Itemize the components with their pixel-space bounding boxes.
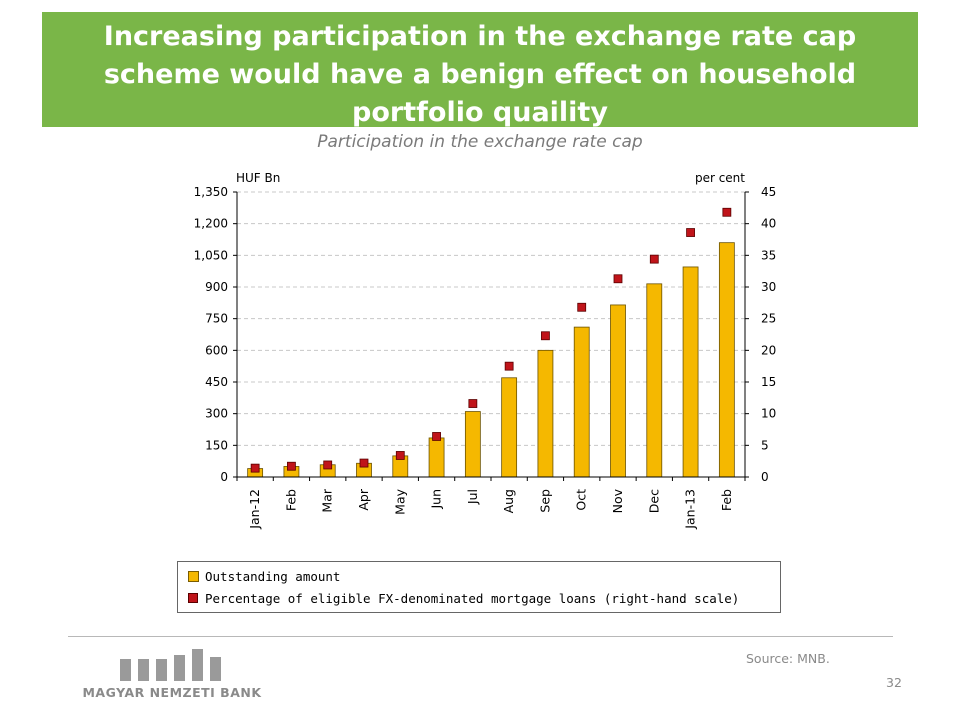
category-label: May	[392, 488, 407, 514]
point-percentage	[613, 274, 623, 284]
right-tick-label: 0	[761, 470, 769, 484]
point-percentage	[649, 254, 659, 264]
source-note: Source: MNB.	[746, 651, 830, 666]
right-tick-label: 20	[761, 343, 776, 357]
bar-outstanding-amount	[610, 304, 626, 478]
left-axis-label: HUF Bn	[236, 171, 280, 185]
bank-name: MAGYAR NEMZETI BANK	[82, 685, 262, 700]
category-label: Oct	[574, 489, 589, 511]
logo-bars-icon	[120, 649, 221, 681]
point-percentage	[722, 207, 732, 217]
category-label: Sep	[537, 489, 552, 513]
category-label: Jan-12	[247, 489, 262, 530]
title-banner: Increasing participation in the exchange…	[42, 12, 918, 127]
point-percentage	[432, 432, 441, 441]
right-tick-label: 40	[761, 217, 776, 231]
right-tick-label: 15	[761, 375, 776, 389]
right-tick-label: 45	[761, 185, 776, 199]
legend-swatch-point	[188, 593, 198, 603]
bar-outstanding-amount	[682, 266, 699, 478]
left-tick-label: 600	[205, 343, 228, 357]
chart-title: Participation in the exchange rate cap	[317, 132, 643, 152]
right-axis-label: per cent	[695, 171, 745, 185]
point-percentage	[468, 399, 478, 408]
bar-outstanding-amount	[646, 283, 663, 478]
legend-swatch-bar	[188, 570, 199, 582]
category-label: Mar	[320, 488, 335, 512]
category-label: Dec	[646, 489, 661, 513]
category-label: Feb	[719, 489, 734, 511]
bar-outstanding-amount	[464, 411, 481, 478]
bar-outstanding-amount	[537, 349, 554, 478]
category-label: Jun	[429, 489, 444, 510]
point-percentage	[541, 331, 550, 341]
point-percentage	[250, 463, 260, 473]
bar-outstanding-amount	[428, 437, 445, 478]
category-label: Feb	[283, 489, 298, 511]
footer-divider	[68, 636, 893, 637]
bar-outstanding-amount	[501, 377, 518, 478]
point-percentage	[323, 460, 333, 470]
category-label: Aug	[501, 489, 516, 513]
bar-outstanding-amount	[573, 326, 590, 478]
left-tick-label: 150	[205, 438, 228, 452]
category-label: Jan-13	[683, 489, 698, 530]
point-percentage	[287, 461, 296, 471]
right-tick-label: 35	[761, 248, 776, 262]
left-tick-label: 0	[220, 470, 228, 484]
right-tick-label: 25	[761, 312, 776, 326]
bar-outstanding-amount	[718, 242, 735, 478]
point-percentage	[504, 361, 514, 371]
point-percentage	[359, 458, 369, 468]
page-number: 32	[886, 675, 902, 690]
right-tick-label: 5	[761, 438, 769, 452]
left-tick-label: 450	[205, 375, 228, 389]
point-percentage	[577, 302, 587, 312]
category-label: Nov	[610, 488, 625, 513]
legend-label-outstanding-amount: Outstanding amount	[205, 568, 341, 584]
chart-legend: Outstanding amount Percentage of eligibl…	[177, 561, 781, 613]
slide-title: Increasing participation in the exchange…	[103, 21, 857, 127]
legend-item-outstanding-amount: Outstanding amount	[188, 567, 340, 585]
left-tick-label: 1,200	[194, 217, 228, 231]
right-tick-label: 30	[761, 280, 776, 294]
legend-item-percentage: Percentage of eligible FX-denominated mo…	[188, 589, 739, 607]
left-tick-label: 750	[205, 312, 228, 326]
right-tick-label: 10	[761, 407, 776, 421]
left-tick-label: 900	[205, 280, 228, 294]
category-label: Apr	[356, 488, 371, 510]
left-tick-label: 300	[205, 407, 228, 421]
left-tick-label: 1,050	[194, 248, 228, 262]
category-label: Jul	[465, 489, 480, 505]
legend-label-percentage: Percentage of eligible FX-denominated mo…	[205, 590, 740, 606]
bank-logo: MAGYAR NEMZETI BANK	[72, 640, 272, 715]
left-tick-label: 1,350	[194, 185, 228, 199]
point-percentage	[686, 228, 695, 237]
point-percentage	[395, 451, 405, 460]
